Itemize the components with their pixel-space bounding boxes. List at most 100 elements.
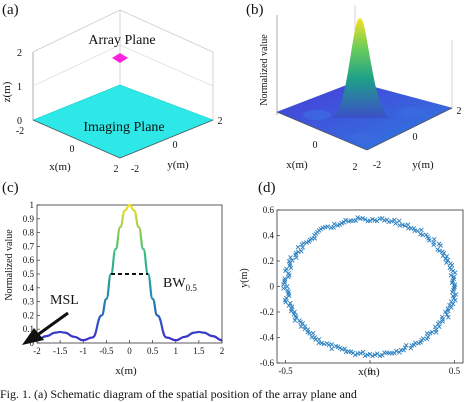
d-scatter-point	[288, 308, 294, 314]
d-scatter-point	[436, 241, 442, 247]
c-plot-frame	[36, 204, 223, 344]
d-scatter-point	[355, 215, 360, 220]
d-scatter-point	[402, 345, 408, 351]
c-y-tick-label: 0.1	[23, 324, 34, 334]
c-series-line	[36, 203, 223, 342]
imaging-plane-label: Imaging Plane	[83, 120, 164, 135]
d-scatter-point	[300, 245, 306, 250]
c-y-tick-label: 0.3	[23, 297, 35, 307]
d-scatter-point	[287, 300, 293, 306]
d-scatter-point	[443, 256, 448, 262]
msl-label: MSL	[50, 293, 79, 308]
d-scatter-point	[292, 318, 298, 323]
d-scatter-point	[331, 221, 337, 227]
a-x-tick-0: 0	[70, 144, 75, 155]
a-z-tick-0: 0	[17, 116, 22, 127]
c-y-tick-label: 0.5	[23, 269, 35, 279]
panel-d-label: (d)	[258, 180, 276, 196]
d-scatter-point	[393, 221, 398, 226]
panel-c-line-chart: -2 -1.5 -1 -0.5 0 0.5 1 1.5 2 0 0.1 0.2 0.3 0.4 0.5 0.6…	[4, 200, 225, 377]
d-scatter-point	[419, 227, 424, 233]
d-y-label: y(m)	[239, 268, 250, 287]
d-scatter-point	[288, 255, 293, 260]
d-scatter-point	[440, 253, 446, 259]
d-scatter-point	[358, 350, 363, 356]
c-x-tick-label: 2	[220, 346, 225, 356]
c-y-tick-label: 1	[30, 200, 35, 210]
d-scatter-point	[451, 286, 457, 291]
b-sidelobe-1	[303, 110, 331, 120]
c-x-tick-label: 0	[127, 346, 132, 356]
a-y-tick-2: 2	[218, 116, 223, 127]
a-top-right	[119, 9, 214, 53]
c-x-tick-label: -1	[80, 346, 88, 356]
bw-label: BW0.5	[163, 276, 197, 293]
d-y-tick-label: 0.6	[263, 205, 275, 215]
d-scatter-point	[342, 346, 348, 351]
d-scatter-point	[346, 219, 351, 224]
d-scatter-point	[362, 353, 368, 359]
d-scatter-point	[453, 292, 459, 297]
d-scatter-point	[444, 260, 449, 266]
b-x-tick-2: 2	[353, 162, 358, 173]
d-scatter-point	[284, 284, 290, 289]
msl-arrow-head	[22, 328, 44, 345]
d-scatter-point	[286, 289, 291, 295]
d-scatter-point	[452, 282, 458, 287]
d-scatter-point	[444, 312, 450, 317]
a-grid-2	[119, 44, 214, 87]
b-y-label: y(m)	[412, 159, 434, 171]
panel-a-label: (a)	[2, 2, 19, 18]
b-axis-y	[366, 107, 453, 151]
c-x-tick-label: 0.5	[147, 346, 159, 356]
a-axis-x	[32, 119, 121, 159]
d-scatter-point	[286, 303, 292, 308]
msl-arrow-shaft	[35, 311, 69, 338]
a-axis-y	[119, 119, 214, 159]
d-scatter-point	[329, 342, 335, 347]
d-scatter-point	[448, 299, 454, 304]
d-scatter-point	[370, 353, 375, 359]
d-scatter-point	[411, 342, 417, 348]
d-scatter-point	[445, 306, 451, 312]
d-scatter-point	[295, 244, 301, 250]
d-scatter-point	[396, 218, 402, 224]
b-z-label: Normalized value	[259, 34, 270, 106]
c-x-label: x(m)	[115, 365, 137, 377]
d-scatter-point	[293, 255, 299, 260]
array-plane	[112, 53, 128, 63]
d-scatter-point	[451, 274, 457, 280]
b-y-tick-2: 2	[457, 106, 462, 117]
d-scatter-point	[393, 348, 399, 354]
d-y-tick-label: 0.2	[263, 256, 274, 266]
c-x-tick-label: -1.5	[53, 346, 68, 356]
d-scatter-point	[445, 314, 451, 320]
d-scatter-point	[360, 349, 366, 355]
d-scatter-point	[412, 228, 418, 234]
d-scatter-point	[365, 218, 370, 224]
bw-label-sub: 0.5	[186, 283, 198, 293]
d-scatter-point	[281, 286, 286, 291]
bw-label-main: BW	[163, 276, 186, 291]
d-y-tick-label: -0.6	[260, 358, 275, 368]
c-y-tick-label: 0.2	[23, 310, 34, 320]
a-x-tick-m2: -2	[16, 126, 24, 137]
d-scatter-point	[448, 305, 454, 310]
d-scatter-point	[450, 293, 456, 299]
d-scatter-point	[435, 247, 440, 252]
b-y-tick-0: 0	[413, 132, 418, 143]
d-scatter-point	[328, 225, 334, 231]
b-x-tick-0: 0	[313, 140, 318, 151]
d-scatter-point	[282, 278, 287, 283]
d-scatter-point	[298, 324, 304, 329]
d-scatter-point	[370, 216, 375, 222]
c-x-tick-label: 1.5	[193, 346, 205, 356]
d-scatter-point	[448, 261, 453, 266]
d-y-tick-label: 0	[270, 282, 275, 292]
panel-c-label: (c)	[2, 180, 19, 196]
d-scatter-point	[352, 352, 358, 358]
a-top-left	[32, 9, 121, 53]
d-x-tick-label: -0.5	[278, 366, 293, 376]
d-scatter-point	[310, 330, 316, 336]
d-scatter-point	[280, 282, 286, 287]
